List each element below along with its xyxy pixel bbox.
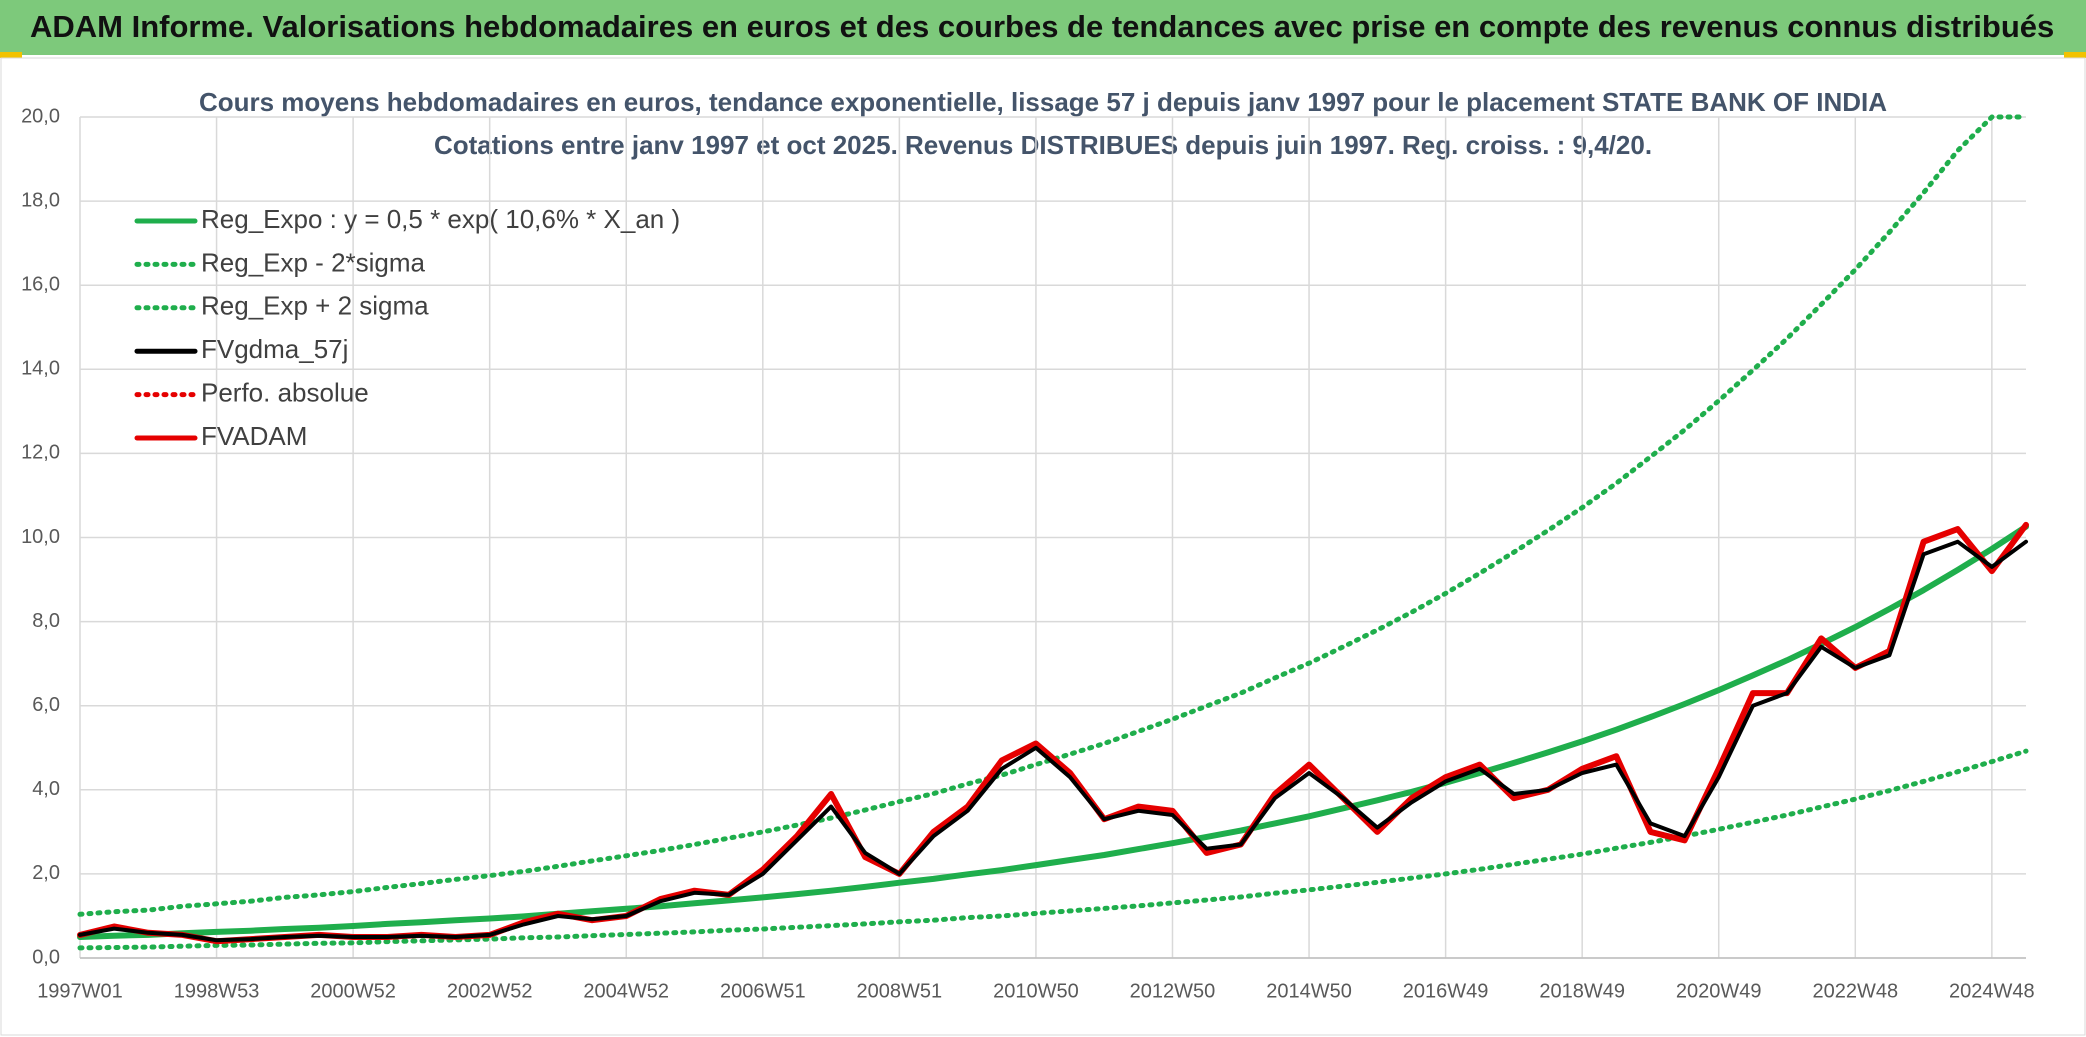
corner-mark: [0, 52, 22, 58]
x-tick-label: 2024W48: [1949, 980, 2035, 1002]
y-tick-label: 4,0: [32, 778, 60, 800]
y-tick-label: 18,0: [21, 189, 60, 211]
x-tick-label: 2012W50: [1130, 980, 1216, 1002]
x-tick-label: 2008W51: [857, 980, 943, 1002]
legend-label: Reg_Exp - 2*sigma: [201, 247, 426, 277]
legend-label: Reg_Expo : y = 0,5 * exp( 10,6% * X_an ): [201, 204, 680, 234]
legend-label: FVgdma_57j: [201, 334, 348, 364]
x-tick-label: 2002W52: [447, 980, 533, 1002]
x-tick-label: 2020W49: [1676, 980, 1762, 1002]
series-line: [77, 748, 2029, 951]
x-tick-label: 2006W51: [720, 980, 806, 1002]
series-line: [78, 539, 2028, 943]
x-tick-label: 2018W49: [1539, 980, 1625, 1002]
y-tick-label: 14,0: [21, 358, 60, 380]
y-tick-label: 8,0: [32, 610, 60, 632]
legend-label: Reg_Exp + 2 sigma: [201, 291, 429, 321]
y-tick-label: 6,0: [32, 694, 60, 716]
x-tick-label: 2004W52: [583, 980, 669, 1002]
x-tick-label: 2000W52: [310, 980, 396, 1002]
x-tick-label: 1998W53: [174, 980, 260, 1002]
corner-mark: [2064, 52, 2086, 58]
chart-title: ADAM Informe. Valorisations hebdomadaire…: [30, 9, 2054, 44]
chart-subtitle: Cotations entre janv 1997 et oct 2025. R…: [434, 130, 1652, 160]
y-tick-label: 2,0: [32, 862, 60, 884]
legend-label: Perfo. absolue: [201, 377, 369, 407]
y-tick-label: 10,0: [21, 526, 60, 548]
legend-label: FVADAM: [201, 421, 307, 451]
chart-frame: [0, 57, 2086, 1036]
y-tick-label: 16,0: [21, 273, 60, 295]
y-tick-label: 20,0: [21, 105, 60, 127]
chart-subtitle: Cours moyens hebdomadaires en euros, ten…: [199, 87, 1887, 117]
x-tick-label: 2016W49: [1403, 980, 1489, 1002]
series-line: [77, 523, 2029, 940]
x-tick-label: 2022W48: [1812, 980, 1898, 1002]
x-tick-label: 2014W50: [1266, 980, 1352, 1002]
y-tick-label: 12,0: [21, 442, 60, 464]
header-bar: [0, 0, 2086, 55]
x-tick-label: 2010W50: [993, 980, 1079, 1002]
y-tick-label: 0,0: [32, 946, 60, 968]
x-tick-label: 1997W01: [37, 980, 123, 1002]
